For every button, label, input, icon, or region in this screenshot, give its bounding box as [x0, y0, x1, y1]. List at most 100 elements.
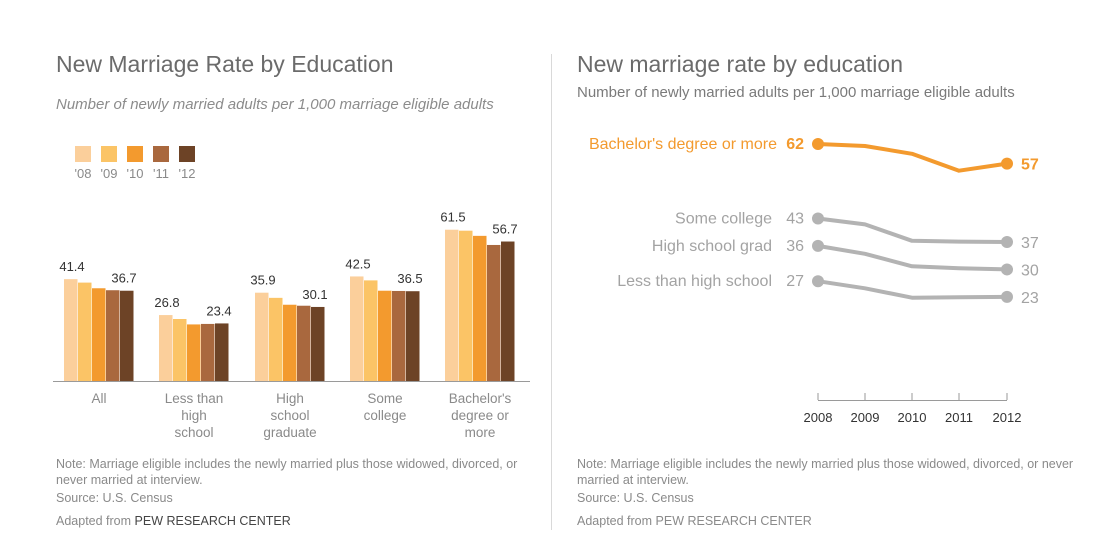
category-label: college	[364, 408, 407, 423]
right-chart-title: New marriage rate by education	[577, 51, 903, 77]
bar-value-label-first: 41.4	[59, 259, 84, 274]
legend-label-4: '12	[179, 166, 196, 181]
category-label: high	[181, 408, 207, 423]
series-end-dot-0	[1001, 157, 1013, 170]
series-end-value-1: 37	[1021, 235, 1039, 252]
series-name-label-2: High school grad	[652, 238, 772, 255]
series-name-label-1: Some college	[675, 210, 772, 227]
x-tick-label: 2010	[898, 410, 927, 425]
category-label: All	[91, 391, 106, 406]
bar-3-2	[378, 290, 392, 381]
bar-1-3	[201, 323, 215, 381]
left-adapted-prefix: Adapted from	[56, 514, 135, 528]
bar-value-label-first: 61.5	[440, 210, 465, 225]
left-chart-title: New Marriage Rate by Education	[56, 51, 394, 77]
series-start-value-0: 62	[786, 136, 804, 153]
series-line-3	[816, 279, 1009, 300]
legend-swatch-3	[153, 146, 169, 162]
series-end-dot-2	[1001, 263, 1013, 276]
series-end-dot-1	[1001, 236, 1013, 248]
bar-value-label-last: 36.5	[397, 271, 422, 286]
bar-value-label-last: 56.7	[492, 222, 517, 237]
bar-2-4	[311, 306, 325, 381]
left-adapted-org: PEW RESEARCH CENTER	[134, 514, 291, 528]
bar-value-label-last: 36.7	[111, 271, 136, 286]
bar-0-1	[78, 282, 92, 381]
category-label: Bachelor's	[449, 391, 512, 406]
category-label: graduate	[263, 425, 316, 440]
series-name-label-3: Less than high school	[617, 273, 772, 290]
bar-4-4	[501, 241, 515, 381]
series-name-label-0: Bachelor's degree or more	[589, 136, 777, 153]
bar-0-2	[92, 288, 106, 381]
series-line-0	[816, 142, 1009, 173]
series-line-2	[816, 243, 1009, 272]
bar-1-0	[159, 315, 173, 381]
legend-swatch-4	[179, 146, 195, 162]
bar-2-3	[297, 305, 311, 381]
bar-1-2	[187, 324, 201, 381]
legend-label-3: '11	[153, 166, 169, 181]
bar-0-4	[120, 290, 134, 381]
bar-3-0	[350, 276, 364, 381]
panel-divider	[551, 54, 552, 530]
series-start-dot-1	[812, 212, 824, 225]
series-start-value-1: 43	[786, 210, 804, 227]
legend-swatch-2	[127, 146, 143, 162]
bar-chart: '08 '09 '10 '11 '12 41.4 36.7 All 26.8 23.4 Less t…	[53, 146, 530, 440]
right-chart-subtitle: Number of newly married adults per 1,000…	[577, 84, 1015, 101]
bar-3-4	[406, 291, 420, 381]
series-line-1	[816, 216, 1009, 244]
series-start-dot-2	[812, 239, 824, 252]
right-note: Note: Marriage eligible includes the new…	[577, 457, 1074, 487]
bar-1-1	[173, 319, 187, 381]
series-start-value-2: 36	[786, 238, 804, 255]
legend-label-1: '09	[101, 166, 118, 181]
bar-0-0	[64, 279, 78, 381]
bar-2-1	[269, 297, 283, 381]
series-end-value-2: 30	[1021, 262, 1039, 279]
legend-swatch-1	[101, 146, 117, 162]
legend-label-0: '08	[75, 166, 92, 181]
bar-3-1	[364, 280, 378, 381]
bar-4-3	[487, 244, 501, 381]
left-chart-subtitle: Number of newly married adults per 1,000…	[56, 96, 494, 113]
series-start-dot-0	[812, 138, 824, 150]
category-label: school	[174, 425, 213, 440]
category-label: school	[270, 408, 309, 423]
bar-3-3	[392, 290, 406, 381]
bar-value-label-first: 42.5	[345, 256, 370, 271]
left-note: Note: Marriage eligible includes the new…	[56, 457, 518, 487]
bar-1-4	[215, 323, 229, 381]
left-adapted-from: Adapted from PEW RESEARCH CENTER	[56, 514, 291, 528]
bar-value-label-first: 35.9	[250, 273, 275, 288]
x-tick-label: 2012	[993, 410, 1022, 425]
line-chart: 2008 2009 2010 2011 2012 62 Bachelor's degree …	[589, 136, 1039, 425]
legend-label-2: '10	[127, 166, 144, 181]
bar-4-1	[459, 230, 473, 381]
category-label: degree or	[451, 408, 509, 423]
bar-2-0	[255, 292, 269, 381]
series-end-value-0: 57	[1021, 157, 1039, 174]
series-end-value-3: 23	[1021, 290, 1039, 307]
bar-value-label-last: 30.1	[302, 287, 327, 302]
category-label: Less than	[165, 391, 224, 406]
bar-value-label-last: 23.4	[206, 303, 231, 318]
category-label: Some	[367, 391, 402, 406]
x-tick-label: 2011	[945, 410, 973, 425]
left-source: Source: U.S. Census	[56, 491, 173, 505]
bar-2-2	[283, 304, 297, 381]
series-end-dot-3	[1001, 290, 1013, 303]
bar-value-label-first: 26.8	[154, 295, 179, 310]
series-start-dot-3	[812, 275, 824, 288]
right-adapted-from: Adapted from PEW RESEARCH CENTER	[577, 514, 812, 528]
legend-swatch-0	[75, 146, 91, 162]
category-label: more	[465, 425, 496, 440]
right-source: Source: U.S. Census	[577, 491, 694, 505]
x-tick-label: 2008	[804, 410, 833, 425]
series-start-value-3: 27	[786, 273, 804, 290]
category-label: High	[276, 391, 304, 406]
x-tick-label: 2009	[851, 410, 880, 425]
bar-4-0	[445, 229, 459, 381]
bar-0-3	[106, 290, 120, 381]
